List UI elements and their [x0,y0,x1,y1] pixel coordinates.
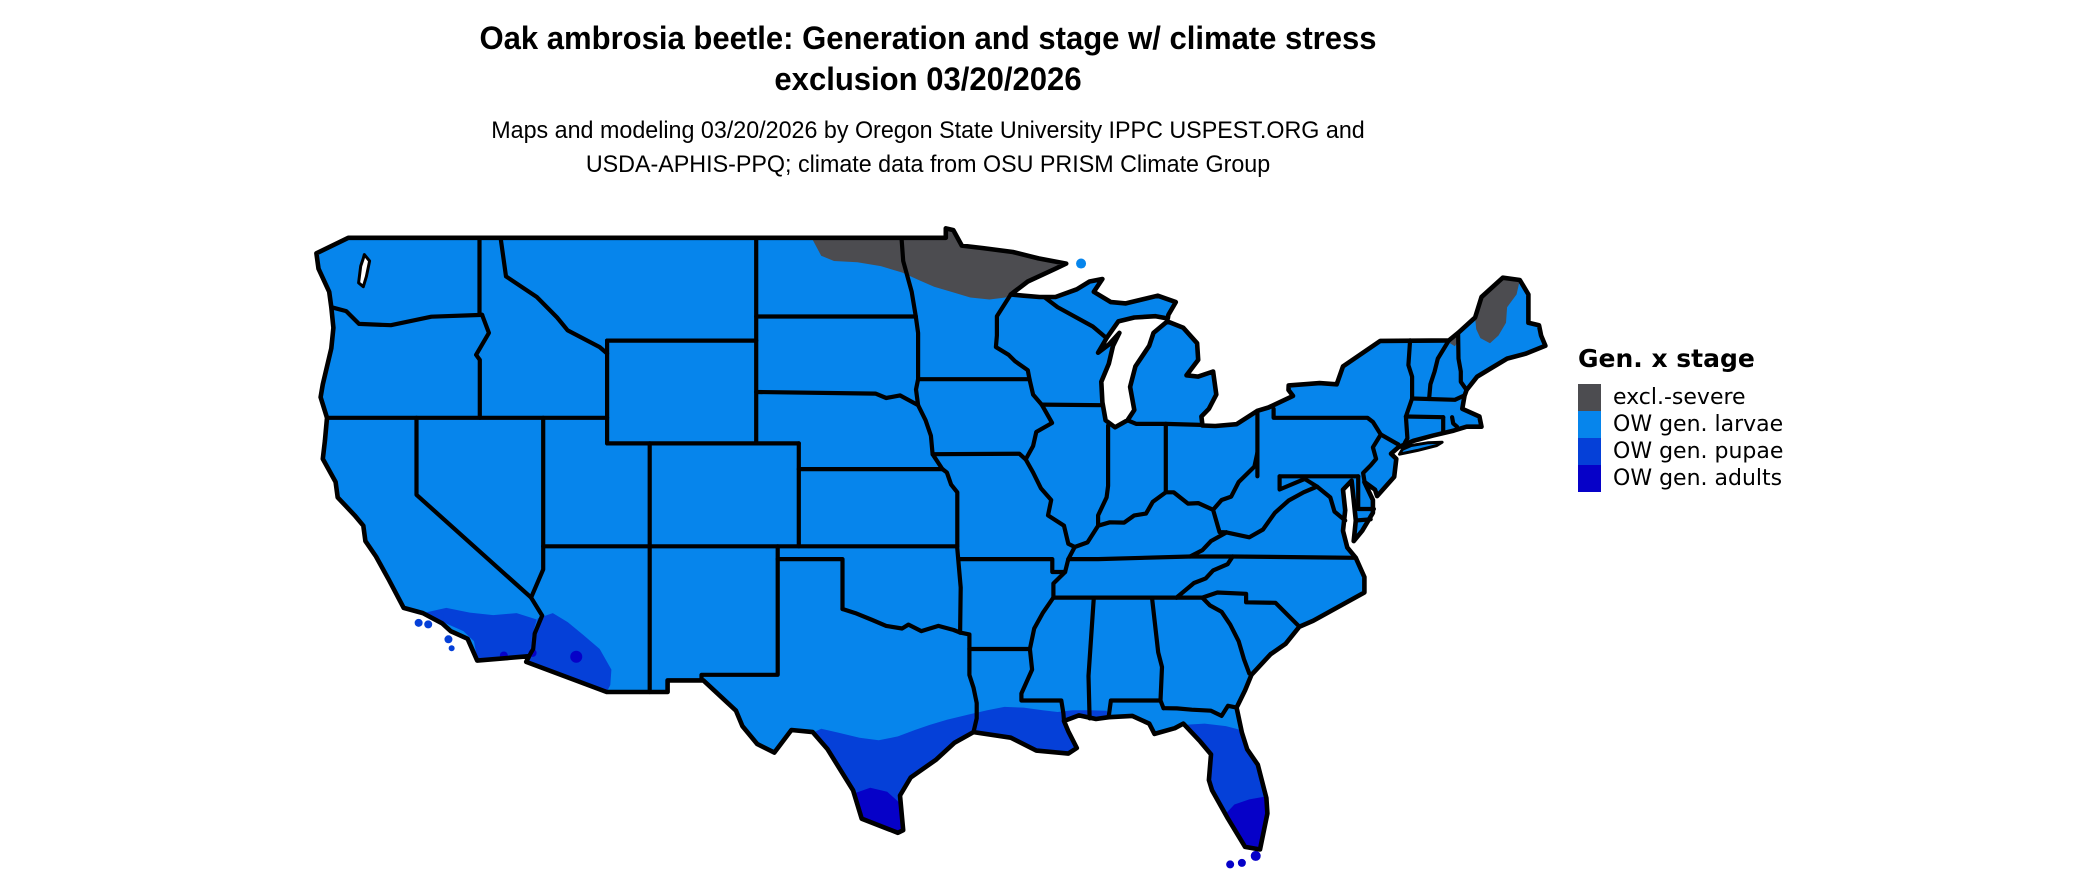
legend-label: OW gen. larvae [1613,412,1784,437]
legend-label: OW gen. adults [1613,466,1783,491]
land-larvae-region [316,228,1546,850]
subtitle-line-2: USDA-APHIS-PPQ; climate data from OSU PR… [585,151,1271,178]
legend-label: OW gen. pupae [1613,439,1784,464]
national-outline [314,226,1548,852]
legend-item-excl-severe: excl.-severe [1578,384,1783,411]
figure-header: Oak ambrosia beetle: Generation and stag… [0,0,1856,182]
title-line-2: exclusion 03/20/2026 [774,61,1082,97]
subtitle-line-1: Maps and modeling 03/20/2026 by Oregon S… [491,117,1365,144]
figure-title: Oak ambrosia beetle: Generation and stag… [28,18,1828,100]
legend-swatch-ow-larvae [1578,411,1601,438]
legend-item-ow-pupae: OW gen. pupae [1578,438,1783,465]
legend-swatch-ow-adults [1578,465,1601,492]
title-line-1: Oak ambrosia beetle: Generation and stag… [479,20,1377,56]
legend-swatch-ow-pupae [1578,438,1601,465]
legend-swatch-excl-severe [1578,384,1601,411]
figure-subtitle: Maps and modeling 03/20/2026 by Oregon S… [28,114,1828,182]
islands [349,245,1444,869]
state-borders [324,235,1469,735]
legend-item-ow-adults: OW gen. adults [1578,465,1783,492]
stage-overlays [425,228,1520,850]
legend-label: excl.-severe [1613,385,1746,410]
legend-title: Gen. x stage [1578,344,1755,373]
legend-item-ow-larvae: OW gen. larvae [1578,411,1783,438]
legend: Gen. x stage excl.-severe OW gen. larvae… [1578,344,1783,492]
